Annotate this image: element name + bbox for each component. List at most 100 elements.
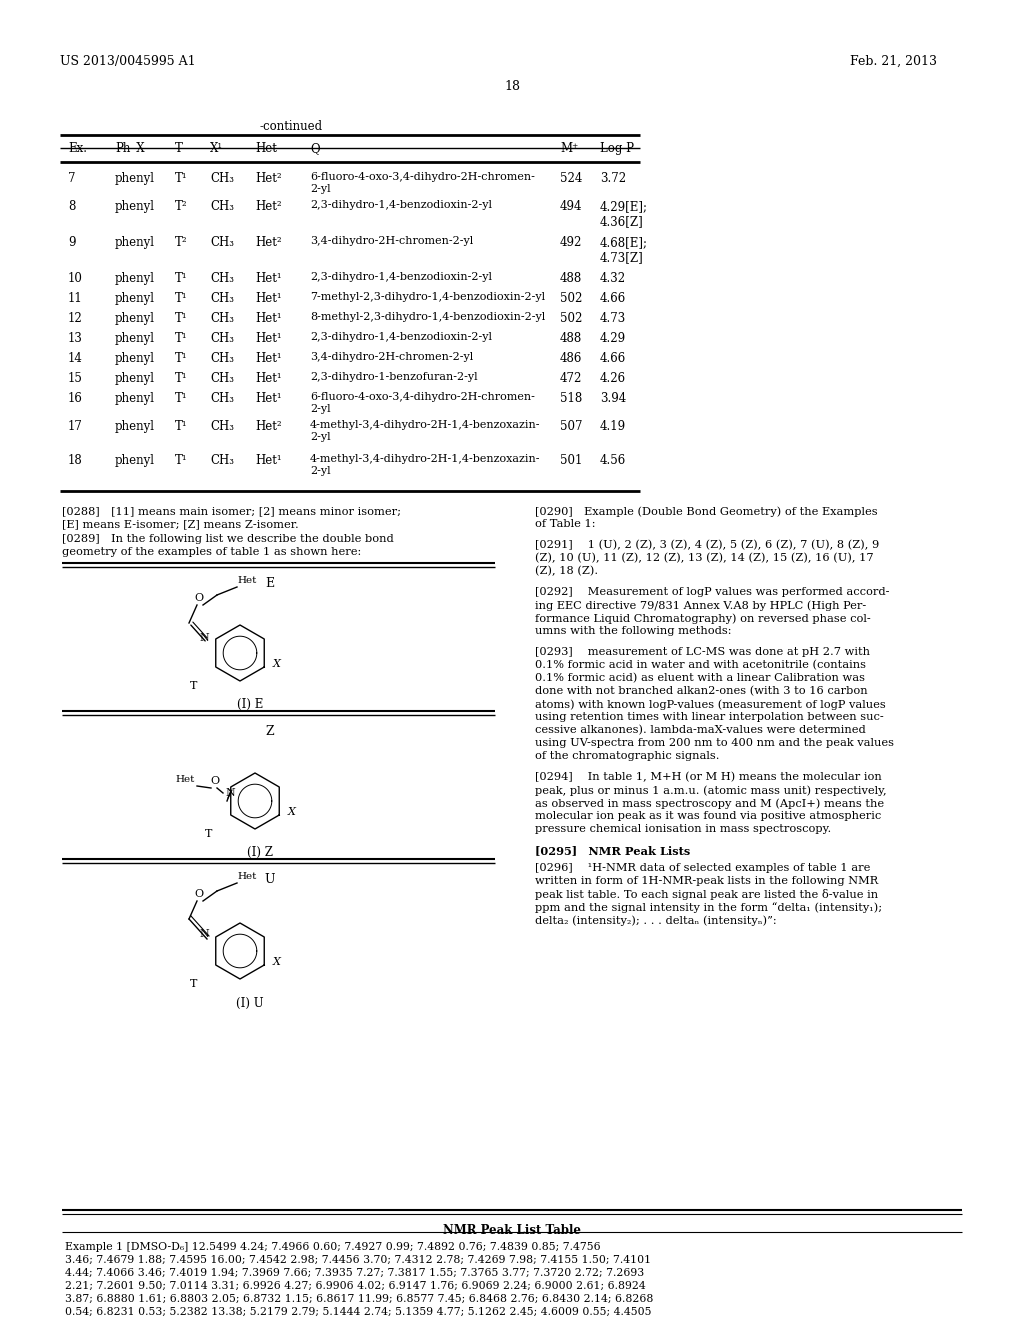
Text: Het¹: Het¹ bbox=[255, 454, 282, 467]
Text: 4.66: 4.66 bbox=[600, 352, 627, 366]
Text: 3,4-dihydro-2H-chromen-2-yl: 3,4-dihydro-2H-chromen-2-yl bbox=[310, 236, 473, 246]
Text: 3.46; 7.4679 1.88; 7.4595 16.00; 7.4542 2.98; 7.4456 3.70; 7.4312 2.78; 7.4269 7: 3.46; 7.4679 1.88; 7.4595 16.00; 7.4542 … bbox=[65, 1255, 651, 1265]
Text: E: E bbox=[265, 577, 274, 590]
Text: Het²: Het² bbox=[255, 201, 282, 213]
Text: 18: 18 bbox=[504, 81, 520, 92]
Text: CH₃: CH₃ bbox=[210, 292, 234, 305]
Text: 4.32: 4.32 bbox=[600, 272, 626, 285]
Text: 2.21; 7.2601 9.50; 7.0114 3.31; 6.9926 4.27; 6.9906 4.02; 6.9147 1.76; 6.9069 2.: 2.21; 7.2601 9.50; 7.0114 3.31; 6.9926 4… bbox=[65, 1280, 646, 1291]
Text: CH₃: CH₃ bbox=[210, 312, 234, 325]
Text: T¹: T¹ bbox=[175, 272, 187, 285]
Text: of the chromatographic signals.: of the chromatographic signals. bbox=[535, 751, 720, 762]
Text: 9: 9 bbox=[68, 236, 76, 249]
Text: written in form of 1H-NMR-peak lists in the following NMR: written in form of 1H-NMR-peak lists in … bbox=[535, 876, 879, 886]
Text: (I) Z: (I) Z bbox=[247, 846, 273, 859]
Text: phenyl: phenyl bbox=[115, 236, 155, 249]
Text: 501: 501 bbox=[560, 454, 583, 467]
Text: 16: 16 bbox=[68, 392, 83, 405]
Text: CH₃: CH₃ bbox=[210, 352, 234, 366]
Text: T¹: T¹ bbox=[175, 292, 187, 305]
Text: 4.26: 4.26 bbox=[600, 372, 626, 385]
Text: cessive alkanones). lambda-maX-values were determined: cessive alkanones). lambda-maX-values we… bbox=[535, 725, 865, 735]
Text: 6-fluoro-4-oxo-3,4-dihydro-2H-chromen-
2-yl: 6-fluoro-4-oxo-3,4-dihydro-2H-chromen- 2… bbox=[310, 172, 535, 194]
Text: 8: 8 bbox=[68, 201, 76, 213]
Text: Ph–X: Ph–X bbox=[115, 143, 144, 154]
Text: Feb. 21, 2013: Feb. 21, 2013 bbox=[850, 55, 937, 69]
Text: 0.1% formic acid) as eluent with a linear Calibration was: 0.1% formic acid) as eluent with a linea… bbox=[535, 673, 865, 684]
Text: Het²: Het² bbox=[255, 420, 282, 433]
Text: N: N bbox=[199, 634, 209, 643]
Text: CH₃: CH₃ bbox=[210, 392, 234, 405]
Text: T²: T² bbox=[175, 236, 187, 249]
Text: 2,3-dihydro-1,4-benzodioxin-2-yl: 2,3-dihydro-1,4-benzodioxin-2-yl bbox=[310, 333, 492, 342]
Text: Het¹: Het¹ bbox=[255, 392, 282, 405]
Text: atoms) with known logP-values (measurement of logP values: atoms) with known logP-values (measureme… bbox=[535, 700, 886, 710]
Text: U: U bbox=[265, 873, 275, 886]
Text: [0290] Example (Double Bond Geometry) of the Examples: [0290] Example (Double Bond Geometry) of… bbox=[535, 506, 878, 516]
Text: 502: 502 bbox=[560, 292, 583, 305]
Text: 13: 13 bbox=[68, 333, 83, 345]
Text: T¹: T¹ bbox=[175, 333, 187, 345]
Text: T¹: T¹ bbox=[175, 352, 187, 366]
Text: T: T bbox=[205, 829, 212, 840]
Text: 4.44; 7.4066 3.46; 7.4019 1.94; 7.3969 7.66; 7.3935 7.27; 7.3817 1.55; 7.3765 3.: 4.44; 7.4066 3.46; 7.4019 1.94; 7.3969 7… bbox=[65, 1269, 644, 1278]
Text: M⁺: M⁺ bbox=[560, 143, 579, 154]
Text: of Table 1:: of Table 1: bbox=[535, 519, 596, 529]
Text: Het: Het bbox=[255, 143, 276, 154]
Text: T: T bbox=[175, 143, 183, 154]
Text: US 2013/0045995 A1: US 2013/0045995 A1 bbox=[60, 55, 196, 69]
Text: [E] means E-isomer; [Z] means Z-isomer.: [E] means E-isomer; [Z] means Z-isomer. bbox=[62, 519, 299, 529]
Text: CH₃: CH₃ bbox=[210, 236, 234, 249]
Text: 518: 518 bbox=[560, 392, 583, 405]
Text: phenyl: phenyl bbox=[115, 292, 155, 305]
Text: X¹: X¹ bbox=[210, 143, 223, 154]
Text: 3,4-dihydro-2H-chromen-2-yl: 3,4-dihydro-2H-chromen-2-yl bbox=[310, 352, 473, 362]
Text: using retention times with linear interpolation between suc-: using retention times with linear interp… bbox=[535, 711, 884, 722]
Text: 472: 472 bbox=[560, 372, 583, 385]
Text: CH₃: CH₃ bbox=[210, 172, 234, 185]
Text: 2,3-dihydro-1,4-benzodioxin-2-yl: 2,3-dihydro-1,4-benzodioxin-2-yl bbox=[310, 272, 492, 282]
Text: Ex.: Ex. bbox=[68, 143, 87, 154]
Text: 488: 488 bbox=[560, 272, 583, 285]
Text: phenyl: phenyl bbox=[115, 392, 155, 405]
Text: phenyl: phenyl bbox=[115, 272, 155, 285]
Text: Log P: Log P bbox=[600, 143, 634, 154]
Text: Het¹: Het¹ bbox=[255, 372, 282, 385]
Text: [0289] In the following list we describe the double bond: [0289] In the following list we describe… bbox=[62, 535, 394, 544]
Text: [0294]  In table 1, M+H (or M H) means the molecular ion: [0294] In table 1, M+H (or M H) means th… bbox=[535, 772, 882, 783]
Text: [0291]  1 (U), 2 (Z), 3 (Z), 4 (Z), 5 (Z), 6 (Z), 7 (U), 8 (Z), 9: [0291] 1 (U), 2 (Z), 3 (Z), 4 (Z), 5 (Z)… bbox=[535, 540, 880, 550]
Text: 3.72: 3.72 bbox=[600, 172, 626, 185]
Text: 4.29: 4.29 bbox=[600, 333, 626, 345]
Text: CH₃: CH₃ bbox=[210, 272, 234, 285]
Text: 4.68[E];
4.73[Z]: 4.68[E]; 4.73[Z] bbox=[600, 236, 648, 264]
Text: delta₂ (intensity₂); . . . deltaₙ (intensityₙ)”:: delta₂ (intensity₂); . . . deltaₙ (inten… bbox=[535, 915, 776, 925]
Text: 502: 502 bbox=[560, 312, 583, 325]
Text: Het¹: Het¹ bbox=[255, 312, 282, 325]
Text: phenyl: phenyl bbox=[115, 454, 155, 467]
Text: 4-methyl-3,4-dihydro-2H-1,4-benzoxazin-
2-yl: 4-methyl-3,4-dihydro-2H-1,4-benzoxazin- … bbox=[310, 420, 541, 442]
Text: 2,3-dihydro-1-benzofuran-2-yl: 2,3-dihydro-1-benzofuran-2-yl bbox=[310, 372, 477, 381]
Text: 3.94: 3.94 bbox=[600, 392, 627, 405]
Text: (Z), 18 (Z).: (Z), 18 (Z). bbox=[535, 566, 598, 577]
Text: phenyl: phenyl bbox=[115, 420, 155, 433]
Text: 4-methyl-3,4-dihydro-2H-1,4-benzoxazin-
2-yl: 4-methyl-3,4-dihydro-2H-1,4-benzoxazin- … bbox=[310, 454, 541, 475]
Text: X: X bbox=[288, 807, 296, 817]
Text: phenyl: phenyl bbox=[115, 372, 155, 385]
Text: done with not branched alkan2-ones (with 3 to 16 carbon: done with not branched alkan2-ones (with… bbox=[535, 686, 867, 697]
Text: Het: Het bbox=[237, 576, 256, 585]
Text: 6-fluoro-4-oxo-3,4-dihydro-2H-chromen-
2-yl: 6-fluoro-4-oxo-3,4-dihydro-2H-chromen- 2… bbox=[310, 392, 535, 413]
Text: T¹: T¹ bbox=[175, 172, 187, 185]
Text: (Z), 10 (U), 11 (Z), 12 (Z), 13 (Z), 14 (Z), 15 (Z), 16 (U), 17: (Z), 10 (U), 11 (Z), 12 (Z), 13 (Z), 14 … bbox=[535, 553, 873, 564]
Text: T¹: T¹ bbox=[175, 392, 187, 405]
Text: 4.56: 4.56 bbox=[600, 454, 627, 467]
Text: T: T bbox=[190, 979, 198, 989]
Text: O: O bbox=[194, 593, 203, 603]
Text: 492: 492 bbox=[560, 236, 583, 249]
Text: Het¹: Het¹ bbox=[255, 292, 282, 305]
Text: [0288] [11] means main isomer; [2] means minor isomer;: [0288] [11] means main isomer; [2] means… bbox=[62, 506, 401, 516]
Text: 507: 507 bbox=[560, 420, 583, 433]
Text: (I) E: (I) E bbox=[237, 698, 263, 711]
Text: 7: 7 bbox=[68, 172, 76, 185]
Text: O: O bbox=[210, 776, 219, 785]
Text: Het¹: Het¹ bbox=[255, 352, 282, 366]
